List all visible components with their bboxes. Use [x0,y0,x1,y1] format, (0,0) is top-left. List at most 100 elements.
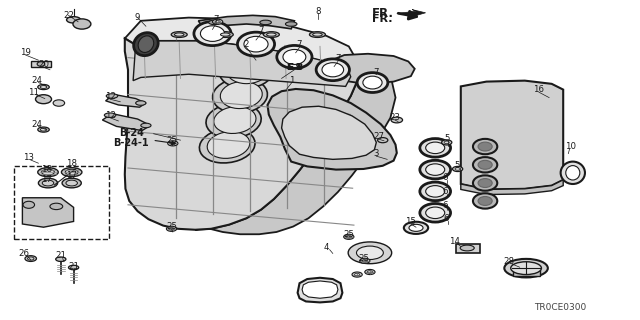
Ellipse shape [36,95,52,104]
Ellipse shape [420,204,451,222]
Text: 25: 25 [343,230,355,239]
Ellipse shape [40,128,47,131]
Ellipse shape [344,234,354,239]
Ellipse shape [212,19,223,24]
Polygon shape [268,89,397,170]
Text: 16: 16 [533,85,545,94]
Text: FR.: FR. [372,13,393,24]
Ellipse shape [455,168,460,170]
Text: 21: 21 [68,262,79,271]
Ellipse shape [169,228,174,230]
Ellipse shape [452,166,463,172]
Text: 7: 7 [259,26,264,35]
Text: B-24: B-24 [119,128,143,138]
Bar [513,270,540,276]
Ellipse shape [316,59,349,81]
Ellipse shape [218,32,234,37]
Ellipse shape [227,57,269,84]
Polygon shape [461,180,563,195]
Text: 7: 7 [374,68,379,77]
Text: 17: 17 [40,175,52,184]
Text: 8: 8 [316,7,321,16]
Ellipse shape [209,20,220,25]
Ellipse shape [138,36,154,52]
Ellipse shape [404,222,428,234]
Ellipse shape [561,162,585,184]
Ellipse shape [566,166,580,180]
Ellipse shape [168,141,178,146]
Ellipse shape [285,22,297,26]
Ellipse shape [215,20,220,23]
Text: 9: 9 [135,13,140,22]
Ellipse shape [42,169,54,175]
Ellipse shape [365,269,375,275]
Ellipse shape [194,22,231,46]
Text: 3: 3 [374,149,379,158]
Ellipse shape [40,86,47,89]
Polygon shape [102,114,150,131]
Ellipse shape [244,36,268,52]
Text: 7: 7 [335,54,340,63]
Ellipse shape [478,142,492,151]
Ellipse shape [352,272,362,277]
Ellipse shape [104,113,116,117]
Text: 2: 2 [244,40,249,49]
Ellipse shape [65,169,78,175]
Ellipse shape [166,226,177,231]
Polygon shape [461,81,563,189]
Text: 23: 23 [389,113,401,122]
Ellipse shape [53,100,65,106]
Text: 25: 25 [358,254,369,263]
Ellipse shape [277,45,312,68]
Ellipse shape [356,246,383,260]
Text: 4: 4 [324,244,329,252]
Text: 1: 1 [289,76,294,85]
Ellipse shape [106,94,118,98]
Ellipse shape [420,160,451,179]
Ellipse shape [478,179,492,188]
Ellipse shape [312,33,323,36]
Ellipse shape [170,142,175,145]
Ellipse shape [264,32,280,37]
Ellipse shape [61,168,82,177]
Text: 11: 11 [28,88,39,97]
Ellipse shape [391,117,403,123]
Text: 7: 7 [214,15,219,24]
Ellipse shape [23,201,35,208]
Ellipse shape [38,84,49,90]
Ellipse shape [360,258,370,263]
Text: 27: 27 [373,132,385,141]
Ellipse shape [409,224,423,231]
Polygon shape [125,38,358,230]
Ellipse shape [212,78,268,113]
Ellipse shape [420,182,451,201]
Text: 22: 22 [63,11,74,20]
Ellipse shape [473,175,497,191]
Ellipse shape [363,76,382,89]
Ellipse shape [28,257,34,260]
Ellipse shape [348,242,392,264]
Ellipse shape [367,271,372,273]
Text: 24: 24 [31,120,43,129]
Text: 25: 25 [166,136,177,145]
Text: 6: 6 [442,187,447,196]
Polygon shape [106,94,146,107]
Polygon shape [397,10,426,17]
Ellipse shape [473,193,497,209]
Ellipse shape [283,50,306,64]
Text: 5: 5 [444,134,449,143]
Text: 18: 18 [66,159,77,168]
Ellipse shape [207,132,250,158]
Ellipse shape [25,256,36,261]
Ellipse shape [460,245,474,251]
Text: 6: 6 [444,214,449,223]
Polygon shape [282,106,376,159]
Ellipse shape [172,32,188,37]
Ellipse shape [267,33,276,36]
Ellipse shape [136,101,146,105]
Ellipse shape [56,257,66,261]
Polygon shape [22,198,74,227]
Polygon shape [298,278,342,302]
Ellipse shape [237,32,275,56]
Text: 14: 14 [449,237,460,246]
